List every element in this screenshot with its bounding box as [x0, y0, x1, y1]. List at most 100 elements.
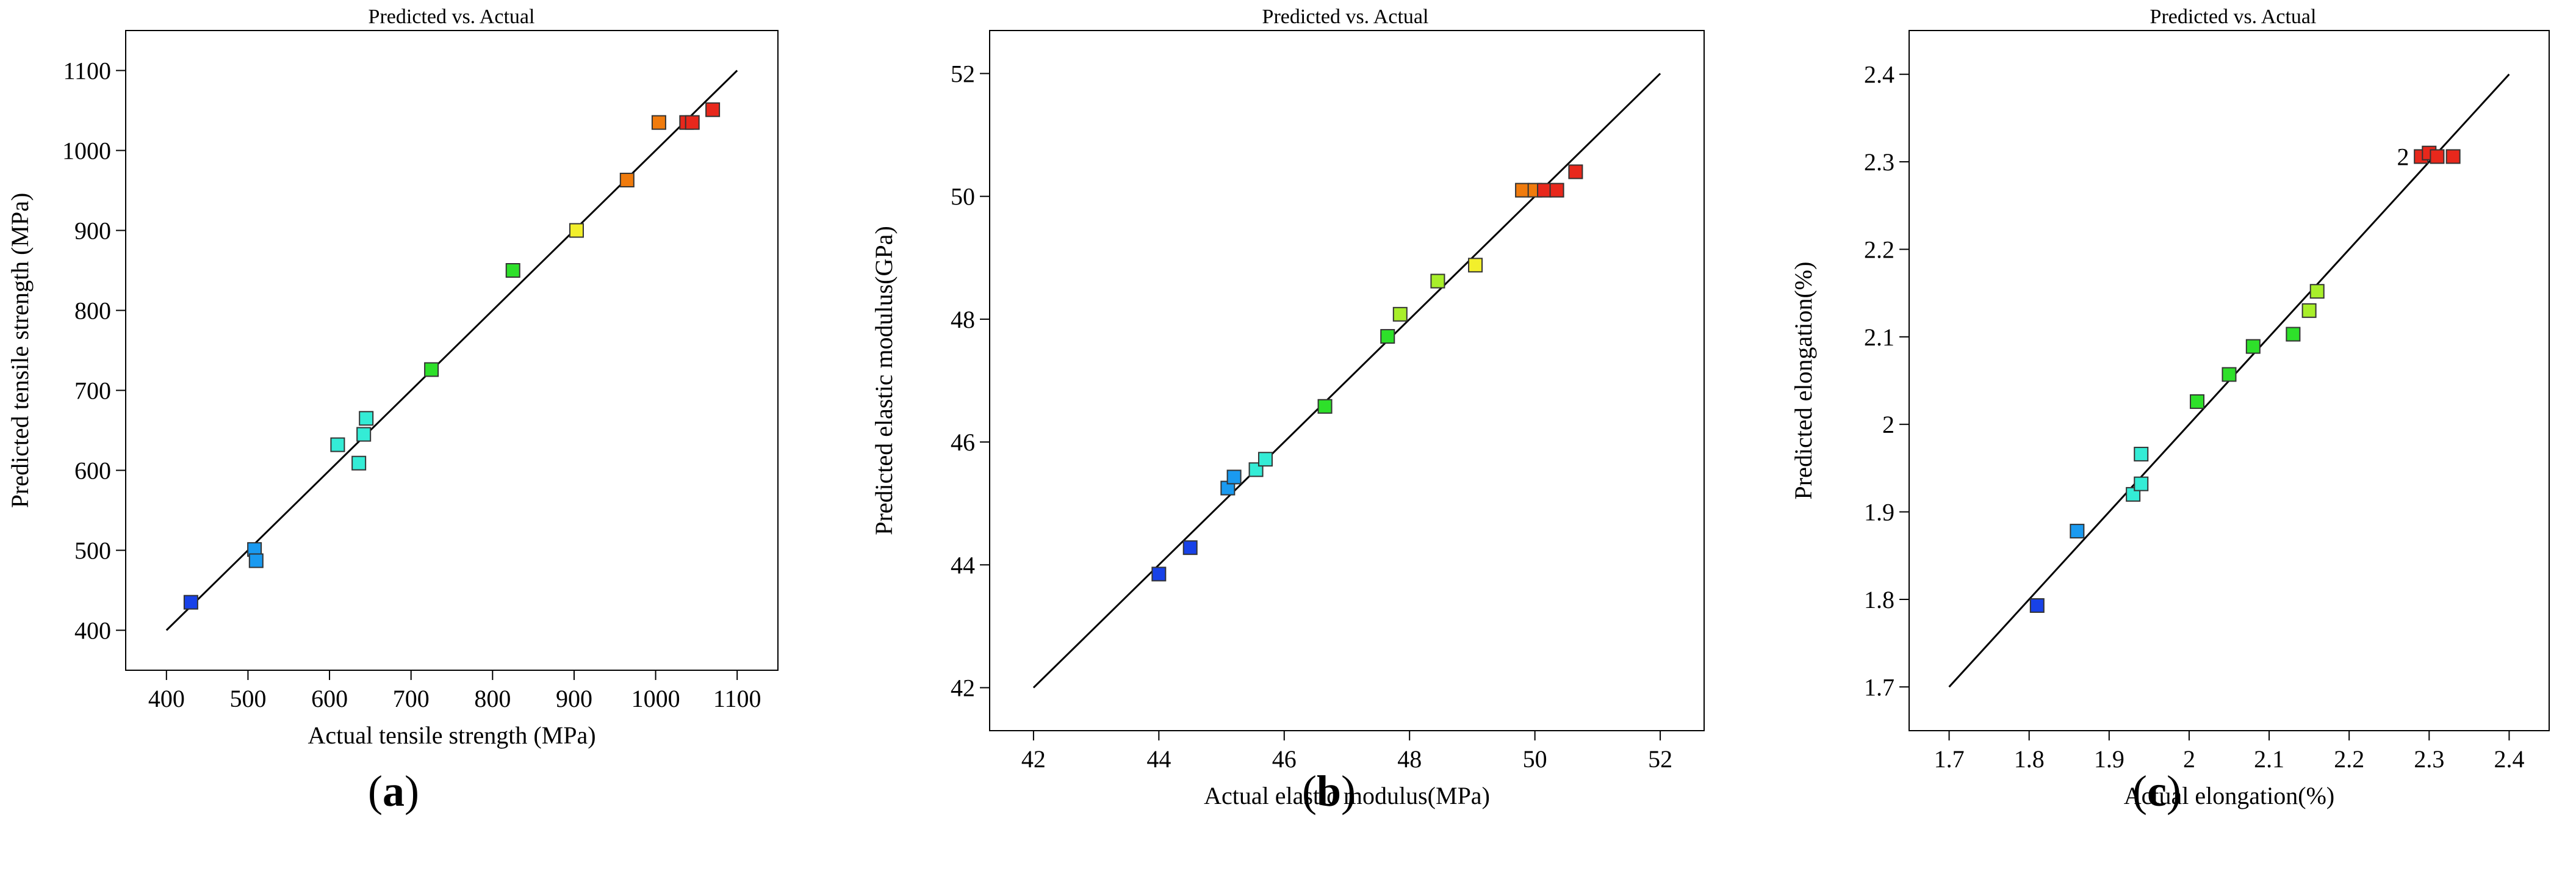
- x-tick-label: 2.1: [2254, 745, 2284, 773]
- x-tick-label: 1.8: [2014, 745, 2045, 773]
- y-tick-label: 2.4: [1864, 61, 1894, 89]
- data-point: [1468, 258, 1483, 273]
- y-tick-label: 1.8: [1864, 586, 1894, 613]
- y-tick-label: 1000: [62, 137, 111, 165]
- data-point: [569, 223, 584, 238]
- data-point: [505, 263, 520, 278]
- chart-title: Predicted vs. Actual: [369, 5, 535, 28]
- data-point: [2309, 284, 2325, 299]
- panel-label-c: (c): [2132, 767, 2181, 816]
- x-tick-label: 600: [311, 685, 348, 712]
- data-point: [2222, 367, 2237, 382]
- y-tick-label: 48: [951, 306, 975, 333]
- data-point: [2134, 446, 2149, 461]
- data-point: [1380, 329, 1395, 344]
- x-axis-title: Actual elastic modulus(MPa): [1204, 782, 1490, 809]
- data-point: [685, 115, 700, 130]
- y-axis-title: Predicted tensile strength (MPa): [6, 193, 34, 508]
- x-tick-label: 1000: [631, 685, 680, 712]
- x-tick-label: 1.7: [1934, 745, 1965, 773]
- panel-c: Predicted vs. Actual 1.7 1.8 1.9 2 2.1 2.2 2.3 2…: [1790, 5, 2550, 809]
- x-tick-label: 900: [556, 685, 592, 712]
- reference-line: [1032, 73, 1661, 689]
- panel-label-b: (b): [1302, 767, 1356, 816]
- x-tick-label: 500: [229, 685, 266, 712]
- data-point: [1257, 452, 1273, 467]
- chart-title: Predicted vs. Actual: [1262, 5, 1429, 28]
- data-point: [183, 595, 198, 610]
- data-point: [1317, 399, 1333, 414]
- y-tick-label: 900: [74, 217, 111, 245]
- x-tick-label: 42: [1021, 745, 1046, 773]
- x-tick-label: 800: [474, 685, 511, 712]
- x-tick-label: 2.4: [2494, 745, 2524, 773]
- y-tick-label: 1100: [63, 57, 111, 85]
- y-tick-label: 2.2: [1864, 236, 1894, 263]
- y-tick-label: 700: [74, 377, 111, 405]
- y-tick-label: 1.7: [1864, 673, 1894, 701]
- reference-line: [165, 70, 738, 631]
- data-point: [1537, 183, 1552, 198]
- y-tick-label: 42: [951, 675, 975, 702]
- x-axis-title: Actual tensile strength (MPa): [308, 722, 595, 749]
- data-point: [1392, 306, 1408, 322]
- y-tick-label: 50: [951, 183, 975, 211]
- plot-frame: [989, 30, 1705, 731]
- x-tick-label: 400: [148, 685, 185, 712]
- plot-frame: [125, 30, 779, 671]
- x-tick-label: 2.3: [2414, 745, 2444, 773]
- data-point: [705, 102, 721, 117]
- x-tick-label: 1100: [713, 685, 761, 712]
- y-axis-title: Predicted elongation(%): [1790, 262, 1817, 500]
- data-point: [1182, 540, 1198, 555]
- x-tick-label: 44: [1146, 745, 1171, 773]
- y-tick-label: 800: [74, 297, 111, 325]
- chart-title: Predicted vs. Actual: [2150, 5, 2317, 28]
- plot-frame: [1909, 30, 2550, 731]
- data-point: [2029, 598, 2045, 613]
- data-point: [2190, 394, 2205, 409]
- x-tick-label: 48: [1397, 745, 1422, 773]
- data-point: [2070, 524, 2085, 539]
- data-point: [1151, 566, 1167, 582]
- y-tick-label: 52: [951, 60, 975, 87]
- x-tick-label: 52: [1648, 745, 1672, 773]
- data-point: [1430, 273, 1445, 289]
- data-point: [2245, 339, 2261, 354]
- data-point: [2286, 327, 2301, 342]
- panel-a: Predicted vs. Actual 400 500 600 700 800 900 10…: [6, 5, 779, 749]
- x-tick-label: 700: [393, 685, 430, 712]
- data-point: [1226, 469, 1242, 485]
- panel-label-a: (a): [368, 767, 419, 816]
- y-tick-label: 2.1: [1864, 324, 1894, 351]
- data-point: [359, 411, 374, 426]
- y-tick-label: 2: [1882, 411, 1894, 438]
- y-axis-title: Predicted elastic modulus(GPa): [870, 226, 898, 535]
- x-axis-title: Actual elongation(%): [2124, 782, 2334, 809]
- data-point: [330, 437, 345, 452]
- y-tick-label: 1.9: [1864, 499, 1894, 526]
- data-point: [2134, 476, 2149, 491]
- y-tick-label: 2.3: [1864, 148, 1894, 176]
- data-point: [1549, 183, 1564, 198]
- data-point: [1568, 164, 1583, 179]
- y-tick-label: 44: [951, 551, 975, 579]
- y-tick-label: 400: [74, 617, 111, 645]
- point-count-annotation: 2: [2397, 143, 2409, 170]
- x-tick-label: 2: [2183, 745, 2195, 773]
- data-point: [2445, 149, 2461, 164]
- data-point: [619, 172, 635, 187]
- y-tick-label: 46: [951, 429, 975, 456]
- y-tick-label: 500: [74, 537, 111, 565]
- panel-b: Predicted vs. Actual 42 44 46 48 50 52 42 44 46 48…: [870, 5, 1705, 809]
- data-point: [2301, 303, 2317, 318]
- x-tick-label: 2.2: [2334, 745, 2364, 773]
- data-point: [351, 455, 367, 471]
- data-point: [651, 115, 666, 130]
- data-point: [356, 427, 372, 442]
- data-point: [2430, 149, 2445, 164]
- x-tick-label: 1.9: [2094, 745, 2124, 773]
- x-tick-label: 50: [1523, 745, 1547, 773]
- data-point: [248, 553, 264, 568]
